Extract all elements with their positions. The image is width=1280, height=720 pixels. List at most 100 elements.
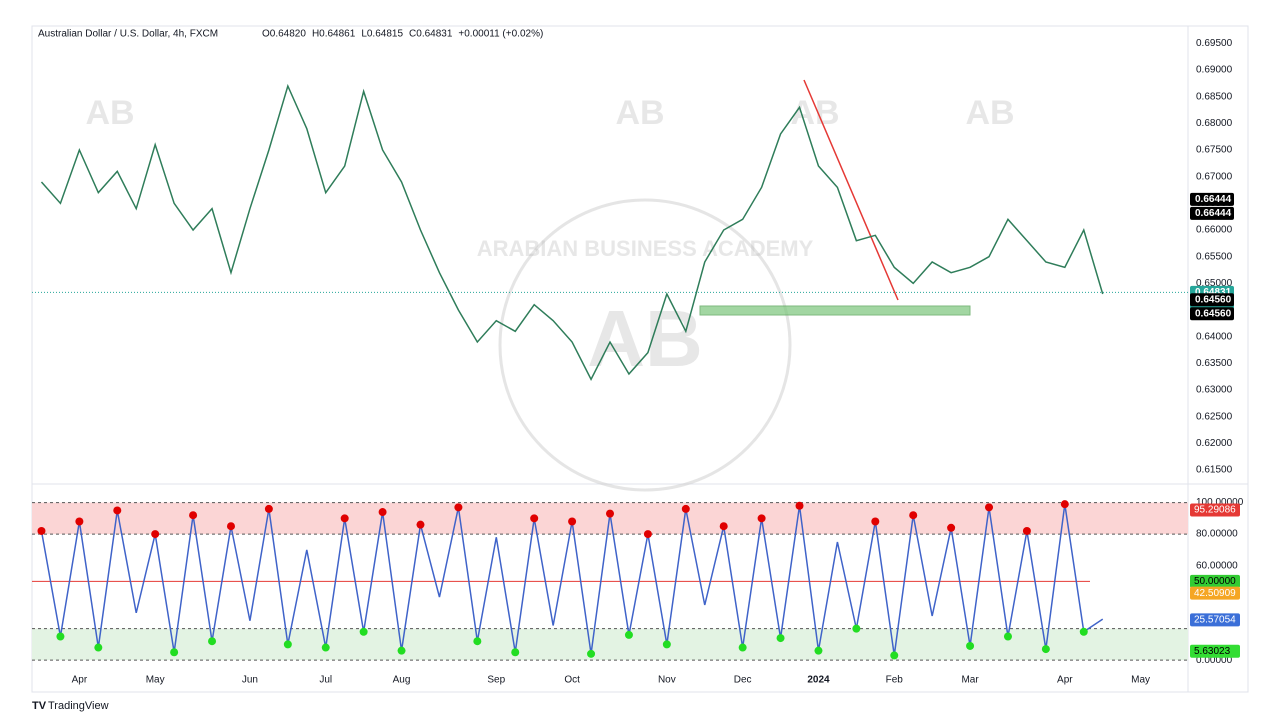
signal-dot [966,641,975,650]
band [32,628,1188,661]
signal-dot [321,643,330,652]
signal-dot [226,522,235,531]
signal-dot [985,503,994,512]
ohlc-value: L0.64815 [361,29,403,40]
x-tick-label: Sep [487,675,505,686]
watermark-text: ARABIAN BUSINESS ACADEMY [477,236,814,261]
signal-dot [340,514,349,523]
signal-dot [776,634,785,643]
price-badge [1190,206,1234,220]
signal-dot [1079,627,1088,636]
signal-dot [170,648,179,657]
signal-dot [530,514,539,523]
x-tick-label: May [146,675,165,686]
signal-dot [189,511,198,520]
y-tick-label: 60.00000 [1196,560,1238,571]
signal-dot [719,522,728,531]
signal-dot [643,530,652,539]
y-tick-label: 0.62000 [1196,438,1233,449]
signal-dot [890,651,899,660]
footer-logo: TV [32,700,47,712]
signal-dot [1003,632,1012,641]
x-tick-label: May [1131,675,1150,686]
signal-dot [814,646,823,655]
signal-dot [757,514,766,523]
signal-dot [1041,645,1050,654]
signal-dot [75,517,84,526]
x-tick-label: Dec [734,675,752,686]
x-tick-label: Apr [72,675,88,686]
y-tick-label: 0.67500 [1196,145,1233,156]
y-tick-label: 0.65000 [1196,278,1233,289]
signal-dot [624,630,633,639]
signal-dot [56,632,65,641]
signal-dot [587,649,596,658]
watermark-ring [498,198,792,492]
x-tick-label: Mar [961,675,979,686]
y-tick-label: 0.68500 [1196,91,1233,102]
watermark-logo: AB [790,94,839,132]
y-tick-label: 0.67000 [1196,171,1233,182]
x-tick-label: Feb [886,675,904,686]
signal-dot [113,506,122,515]
value-badge [1190,503,1240,517]
price-badge-label: 0.64560 [1195,308,1232,319]
signal-dot [473,637,482,646]
y-tick-label: 0.66000 [1196,225,1233,236]
price-badge-label: 0.66444 [1195,208,1232,219]
value-badge-label: 25.57054 [1194,614,1236,625]
y-tick-label: 0.69000 [1196,65,1233,76]
x-tick-label: Apr [1057,675,1073,686]
signal-dot [606,509,614,518]
watermarks: AB ARABIAN BUSINESS ACADEMY AB AB AB AB [85,94,1015,492]
y-tick-label: 0.00000 [1196,655,1233,666]
signal-dot [511,648,520,657]
signal-dot [151,530,160,539]
price-badge [1190,192,1234,206]
signal-dot [208,637,217,646]
signal-dot [795,501,804,510]
y-tick-label: 0.61500 [1196,465,1233,476]
signal-dot [947,523,956,532]
signal-dot [359,627,368,636]
value-badge-label: 42.50909 [1194,588,1236,599]
ohlc-value: C0.64831 [409,29,453,40]
value-badge-label: 95.29086 [1194,505,1236,516]
x-tick-label: Nov [658,675,676,686]
footer-brand: TradingView [48,700,109,712]
x-tick-label: Oct [564,675,580,686]
x-tick-label: Aug [393,675,411,686]
ohlc-value: O0.64820 [262,29,306,40]
signal-dot [94,643,103,652]
y-tick-label: 0.63500 [1196,358,1233,369]
x-tick-label: Jul [319,675,332,686]
signal-dot [909,511,918,520]
value-badge [1190,574,1240,588]
signal-dot [397,646,406,655]
signal-dot [1022,526,1031,535]
chart-title: Australian Dollar / U.S. Dollar, 4h, FXC… [38,29,218,40]
price-badge-label: 0.64560 [1195,294,1232,305]
price-badge [1190,307,1234,321]
series-line [40,83,1104,381]
signal-dot [264,504,273,513]
y-tick-label: 0.68000 [1196,118,1233,129]
signal-dot [852,624,861,633]
price-badge-label: 0.66444 [1195,194,1232,205]
signal-dot [416,520,425,529]
price-badge [1190,293,1234,307]
value-badge [1190,644,1240,658]
y-tick-label: 0.65500 [1196,251,1233,262]
signal-dot [871,517,880,526]
value-badge-label: 5.63023 [1194,646,1231,657]
trend-line [803,79,899,301]
y-tick-label: 0.69500 [1196,38,1233,49]
ohlc-value: H0.64861 [312,29,356,40]
signal-dot [283,640,292,649]
y-tick-label: 0.62500 [1196,411,1233,422]
signal-dot [454,503,463,512]
signal-dot [738,643,747,652]
signal-dot [662,640,671,649]
signal-dot [37,526,46,535]
